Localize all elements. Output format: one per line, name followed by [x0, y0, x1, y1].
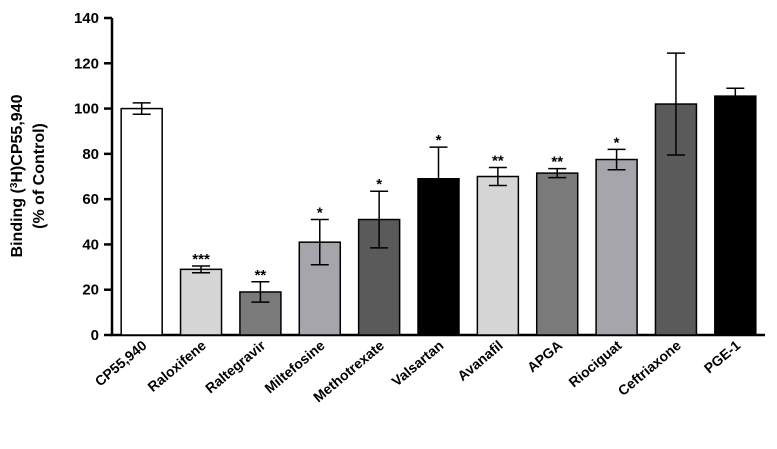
bars	[120, 52, 757, 336]
y-axis-label-superscript: 3	[9, 182, 20, 188]
category-label: Ceftriaxone	[615, 337, 684, 399]
category-label: Avanafil	[454, 337, 506, 384]
y-tick-label: 120	[74, 55, 99, 72]
y-tick-label: 20	[82, 282, 99, 299]
significance-label: **	[551, 154, 563, 171]
y-tick-label: 0	[91, 327, 99, 344]
significance-label: ***	[192, 251, 210, 268]
bar	[179, 268, 223, 336]
y-tick-label: 80	[82, 146, 99, 163]
category-label: APGA	[524, 337, 565, 375]
y-axis-label: Binding (3H)CP55,940	[9, 94, 27, 257]
significance-label: *	[317, 205, 323, 222]
y-tick-label: 140	[74, 10, 99, 27]
bar	[714, 95, 757, 336]
significance-label: *	[376, 176, 382, 193]
significance-label: **	[492, 152, 504, 169]
bar	[120, 107, 163, 336]
y-axis-label-line2: (% of Control)	[31, 123, 48, 229]
y-axis-label-part1: Binding (	[9, 187, 26, 257]
category-label: CP55,940	[92, 337, 150, 389]
significance-label: *	[614, 134, 620, 151]
bar	[476, 175, 520, 336]
category-label: Raltegravir	[202, 337, 269, 397]
y-axis-label-part2: H)CP55,940	[9, 94, 26, 182]
y-tick-label: 40	[82, 236, 99, 253]
category-label: Raloxifene	[144, 337, 209, 395]
category-label: Valsartan	[388, 337, 446, 389]
bar	[535, 172, 579, 336]
category-label: Riociguat	[565, 337, 624, 390]
significance-label: *	[436, 132, 442, 149]
y-tick-label: 100	[74, 101, 99, 118]
significance-label: **	[255, 267, 267, 284]
category-label: PGE-1	[701, 337, 744, 376]
y-tick-label: 60	[82, 191, 99, 208]
bar	[595, 158, 638, 336]
